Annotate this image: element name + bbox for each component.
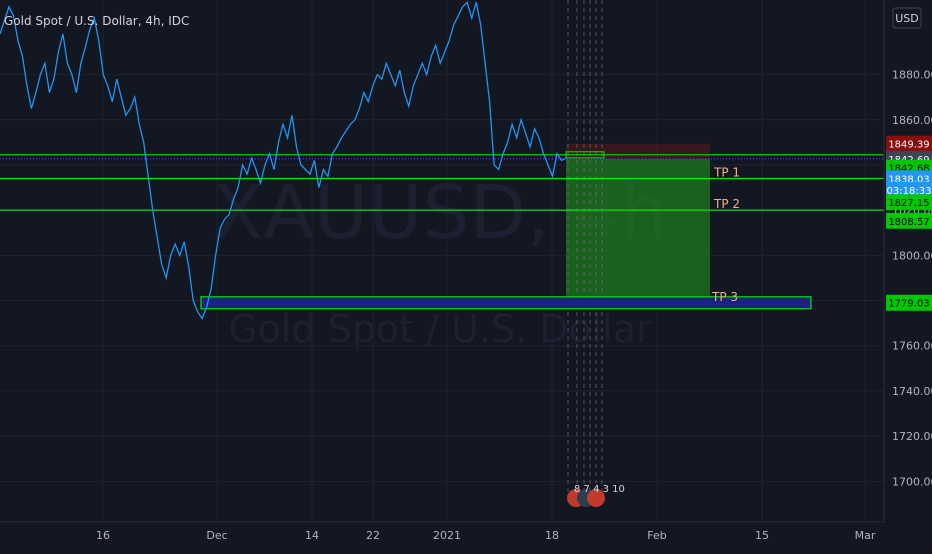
price-label-box [886,294,932,311]
y-tick-label: 1860.00 [892,114,932,127]
price-label: 1808.57 [886,212,932,229]
tp3-zone-box[interactable] [200,296,812,310]
price-label: 1849.39 [886,135,932,152]
price-label: 1779.03 [886,294,932,311]
price-label-box [886,212,932,229]
x-tick-label: Mar [855,529,876,542]
y-tick-label: 1740.00 [892,385,932,398]
price-label-text: 03:18:33 [887,186,932,197]
y-tick-label: 1700.00 [892,475,932,488]
x-tick-label: 2021 [433,529,461,542]
price-label-text: 1808.57 [888,217,929,228]
price-label-text: 1838.03 [888,174,929,185]
currency-label[interactable]: USD [895,12,919,25]
x-tick-label: 14 [305,529,319,542]
y-tick-label: 1880.00 [892,69,932,82]
entry-marker-box[interactable] [565,151,605,159]
price-label-text: 1779.03 [888,299,929,310]
y-tick-label: 1760.00 [892,340,932,353]
price-axis-labels: 1849.391842.691842.681838.0303:18:331827… [886,135,932,311]
event-flag-icon[interactable] [587,489,605,507]
position-zones[interactable] [566,143,710,303]
price-label-box [886,181,932,198]
price-label: 1827.15 [886,194,932,211]
x-tick-label: Dec [206,529,227,542]
price-label-text: 1827.15 [888,198,929,209]
tp-label: TP 2 [713,197,740,211]
axes[interactable]: 1700.001720.001740.001760.001780.001800.… [0,0,932,542]
currency-button-frame[interactable] [892,7,922,29]
tp-label: TP 1 [713,166,740,180]
price-label-text: 1849.39 [888,140,929,151]
grid-layer [0,0,884,522]
take-profit-zone[interactable] [566,158,710,303]
x-tick-label: Feb [647,529,666,542]
x-tick-label: 16 [96,529,110,542]
price-series-layer [0,1,567,321]
events-badge[interactable]: 8 7 4 3 10 [567,484,625,507]
x-tick-label: 18 [545,529,559,542]
watermark-description: Gold Spot / U.S. Dollar [228,307,652,351]
price-label-text: 1842.68 [888,164,929,175]
price-label: 03:18:33 [886,181,932,198]
tp-label: TP 3 [711,290,738,304]
session-separators [567,0,603,495]
currency-button[interactable]: USD [892,7,922,29]
x-tick-label: 15 [755,529,769,542]
events-count-text: 8 7 4 3 10 [574,484,625,495]
price-label-box [886,194,932,211]
symbol-title[interactable]: Gold Spot / U.S. Dollar, 4h, IDC [4,14,189,28]
price-line [0,1,567,321]
level-lines[interactable]: TP 1 TP 2 TP 3 [0,151,884,310]
x-tick-label: 22 [366,529,380,542]
y-tick-label: 1800.00 [892,249,932,262]
y-tick-label: 1720.00 [892,430,932,443]
price-label-box [886,135,932,152]
